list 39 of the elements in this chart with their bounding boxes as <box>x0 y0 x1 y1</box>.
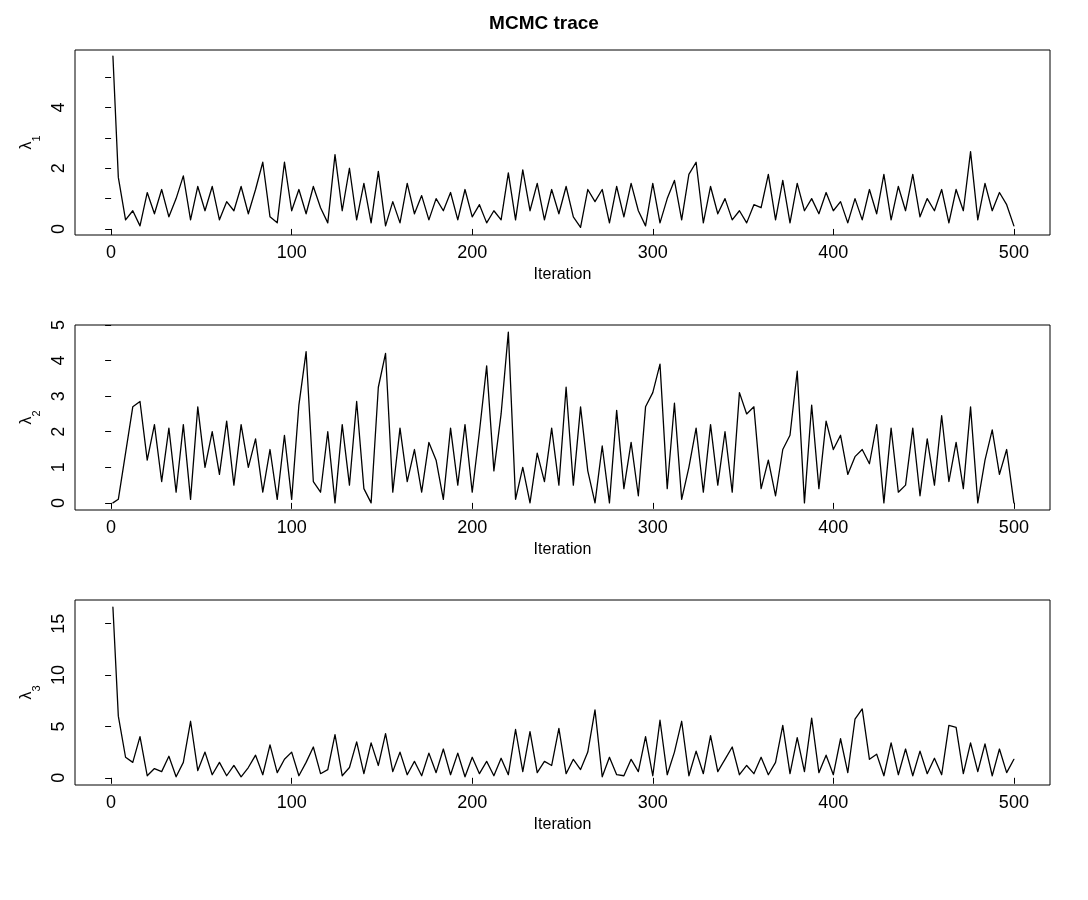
y-tick-label: 3 <box>48 391 68 402</box>
x-tick-label: 300 <box>637 792 668 812</box>
y-axis-title: λ3 <box>16 685 42 700</box>
x-tick-label: 400 <box>818 242 849 262</box>
x-tick-label: 400 <box>818 792 849 812</box>
x-tick-label: 0 <box>106 792 117 812</box>
x-tick-label: 500 <box>998 792 1029 812</box>
y-tick-label: 10 <box>48 665 68 686</box>
y-axis-title: λ1 <box>16 135 42 150</box>
x-tick-label: 0 <box>106 517 117 537</box>
y-tick-label: 5 <box>48 319 68 331</box>
x-tick-label: 100 <box>276 517 307 537</box>
y-tick-label: 2 <box>48 163 68 174</box>
y-tick-label: 4 <box>48 102 68 113</box>
x-tick-label: 500 <box>998 517 1029 537</box>
y-tick-label: 15 <box>48 613 68 634</box>
x-tick-label: 200 <box>457 242 488 262</box>
x-axis-title: Iteration <box>533 815 592 833</box>
x-tick-label: 200 <box>457 792 488 812</box>
y-tick-label: 2 <box>48 426 68 437</box>
y-tick-label: 4 <box>48 355 68 366</box>
x-axis-title: Iteration <box>533 265 592 283</box>
y-axis-title: λ2 <box>16 410 42 425</box>
x-tick-label: 300 <box>637 517 668 537</box>
x-tick-label: 100 <box>276 792 307 812</box>
x-tick-label: 100 <box>276 242 307 262</box>
x-tick-label: 200 <box>457 517 488 537</box>
x-tick-label: 500 <box>998 242 1029 262</box>
x-tick-label: 400 <box>818 517 849 537</box>
y-tick-label: 1 <box>48 462 68 473</box>
line-series <box>112 606 1015 778</box>
y-tick-label: 0 <box>48 772 68 783</box>
x-tick-label: 300 <box>637 242 668 262</box>
y-tick-label: 5 <box>48 721 68 732</box>
x-tick-label: 0 <box>106 242 117 262</box>
y-tick-label: 0 <box>48 497 68 508</box>
x-axis-title: Iteration <box>533 540 592 558</box>
y-tick-label: 0 <box>48 223 68 234</box>
chart-title: MCMC trace <box>489 12 599 33</box>
